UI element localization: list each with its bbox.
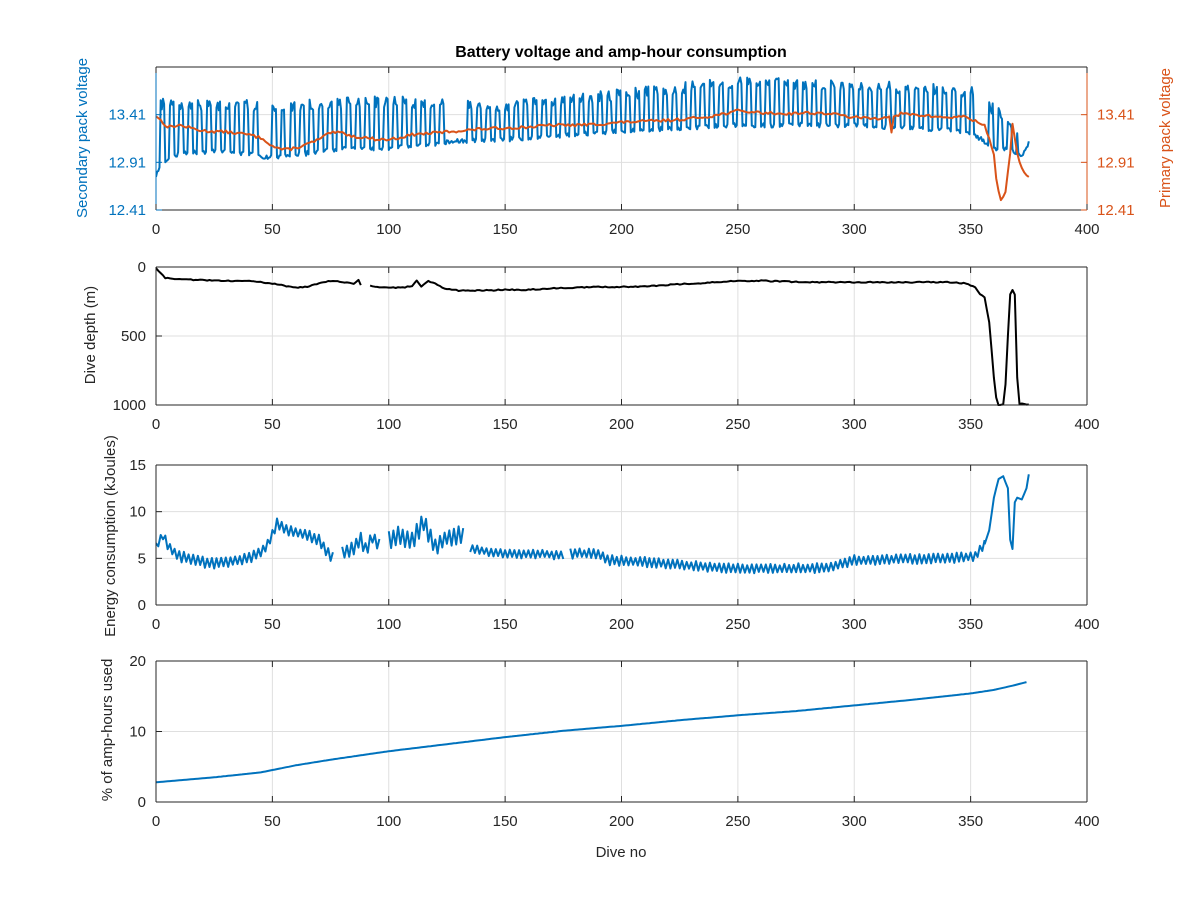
x-tick-label: 350 [958,616,983,633]
x-tick-label: 300 [842,416,867,433]
x-tick-label: 200 [609,813,634,830]
y-right-tick-label: 12.41 [1097,202,1135,219]
x-tick-label: 150 [493,616,518,633]
x-tick-label: 150 [493,813,518,830]
y-tick-label: 12.41 [108,202,146,219]
y-tick-label: 0 [138,597,146,614]
y-tick-label: 5 [138,550,146,567]
x-tick-label: 350 [958,813,983,830]
amp-hours-panel: 0 50 100 150 200 250 300 350 400 0 10 20 [129,653,1099,830]
x-tick-label: 0 [152,416,160,433]
y-tick-label: 12.91 [108,154,146,171]
x-tick-label: 350 [958,416,983,433]
x-tick-label: 300 [842,221,867,238]
x-tick-label: 100 [376,616,401,633]
series-group [156,267,1029,406]
x-tick-label: 300 [842,813,867,830]
amp-hours-line [156,681,1027,784]
x-tick-label: 400 [1074,221,1099,238]
y-right-tick-label: 13.41 [1097,107,1135,124]
y-tick-label: 10 [129,724,146,741]
primary-voltage-line [156,108,1030,202]
x-tick-label: 250 [725,221,750,238]
x-tick-label: 200 [609,221,634,238]
x-tick-label: 50 [264,416,281,433]
x-tick-label: 50 [264,221,281,238]
y-tick-label: 15 [129,457,146,474]
y-tick-label: 0 [138,794,146,811]
x-tick-label: 250 [725,616,750,633]
y-tick-label: 1000 [113,397,146,414]
dive-depth-line [156,267,1029,406]
series-group [156,474,1030,575]
y-right-tick-label: 12.91 [1097,154,1135,171]
x-tick-label: 350 [958,221,983,238]
x-tick-label: 100 [376,813,401,830]
energy-line-segment [156,517,334,570]
dive-depth-panel: 0 50 100 150 200 250 300 350 400 0 500 1000 [113,259,1100,433]
figure-title: Battery voltage and amp-hour consumption [455,44,787,61]
x-tick-label: 150 [493,416,518,433]
x-tick-label: 50 [264,616,281,633]
x-tick-label: 300 [842,616,867,633]
energy-line-segment [983,474,1030,550]
energy-line-segment [569,539,986,575]
x-tick-label: 400 [1074,813,1099,830]
energy-panel: 0 50 100 150 200 250 300 350 400 0 5 10 15 [129,457,1099,633]
x-tick-label: 150 [493,221,518,238]
series-group [156,681,1027,784]
series-group [156,76,1030,202]
secondary-pack-voltage-label: Secondary pack voltage [74,58,91,218]
secondary-voltage-line [156,76,1030,178]
x-tick-label: 50 [264,813,281,830]
energy-line-segment [387,515,465,555]
y-tick-label: 500 [121,328,146,345]
energy-consumption-label: Energy consumption (kJoules) [102,435,119,637]
x-tick-label: 0 [152,221,160,238]
x-tick-label: 250 [725,813,750,830]
energy-line-segment [469,544,565,561]
dive-depth-label: Dive depth (m) [82,286,99,384]
x-tick-label: 100 [376,416,401,433]
x-tick-label: 100 [376,221,401,238]
y-tick-label: 13.41 [108,107,146,124]
y-tick-label: 0 [138,259,146,276]
y-tick-label: 10 [129,504,146,521]
energy-line-segment [341,531,381,559]
x-axis-label: Dive no [596,844,647,861]
x-tick-label: 400 [1074,416,1099,433]
x-tick-label: 0 [152,813,160,830]
x-tick-label: 250 [725,416,750,433]
x-tick-label: 200 [609,616,634,633]
y-tick-label: 20 [129,653,146,670]
voltage-panel: 0 50 100 150 200 250 300 350 400 12.41 12.91 13.41 1… [108,66,1135,238]
x-tick-label: 400 [1074,616,1099,633]
amp-hours-used-label: % of amp-hours used [99,659,116,802]
x-tick-label: 0 [152,616,160,633]
primary-pack-voltage-label: Primary pack voltage [1157,68,1174,208]
x-tick-label: 200 [609,416,634,433]
